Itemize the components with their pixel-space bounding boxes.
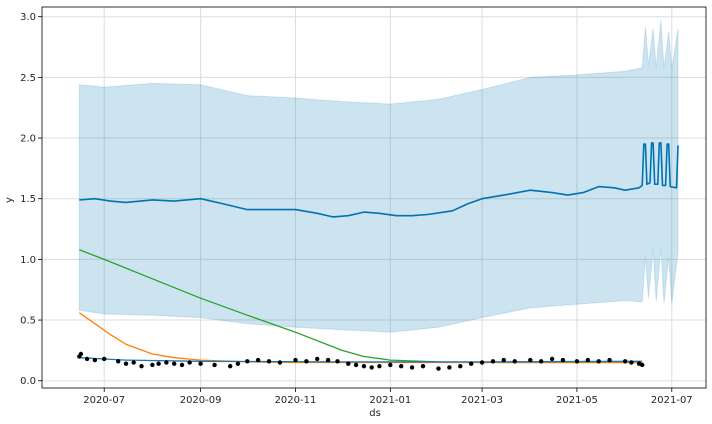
x-axis-label: ds [369, 408, 381, 419]
observed-point [353, 362, 359, 368]
observed-point [84, 356, 90, 362]
observed-point [361, 364, 367, 369]
observed-point [315, 356, 320, 362]
observed-point [528, 357, 533, 363]
grid [42, 7, 706, 388]
observed-point [277, 360, 283, 365]
x-tick-label: 2021-03 [461, 395, 503, 406]
observed-point [512, 359, 517, 364]
observed-point [469, 361, 474, 366]
y-tick-label: 2.5 [20, 73, 36, 84]
y-axis-label: y [4, 197, 15, 203]
observed-point [549, 356, 555, 362]
observed-point [539, 359, 544, 364]
observed-point [388, 362, 393, 368]
observed-point [187, 360, 192, 365]
observed-point [150, 362, 155, 368]
observed-point [629, 360, 634, 365]
observed-point [131, 360, 136, 365]
y-tick-label: 3.0 [20, 12, 36, 23]
observed-point [369, 365, 374, 370]
observed-point [78, 351, 84, 357]
axes-frame [41, 6, 707, 389]
plot-area [77, 20, 679, 371]
uncertainty-interval-band [78, 20, 679, 333]
y-tick-label: 1.0 [20, 255, 36, 266]
x-tick-label: 2020-09 [180, 395, 222, 406]
observed-point [458, 364, 463, 369]
observed-point [156, 361, 161, 366]
y-tick-label: 1.5 [20, 194, 36, 205]
observed-point [479, 360, 485, 365]
plot-background [42, 7, 706, 388]
x-tick-label: 2020-07 [83, 395, 125, 406]
observed-point [92, 357, 98, 363]
observed-point [255, 357, 261, 363]
observed-point [501, 357, 506, 363]
observed-point [420, 364, 426, 369]
x-tick-label: 2020-11 [275, 395, 317, 406]
observed-point [123, 361, 129, 366]
observed-point [409, 365, 415, 370]
observed-point [245, 359, 250, 364]
observed-point [346, 361, 351, 366]
axes: 2020-07 2020-09 2020-11 2021-01 2021-03 2021-… [20, 6, 707, 406]
observed-point [596, 359, 601, 364]
observed-point [179, 362, 185, 368]
observed-point [325, 357, 331, 363]
y-tick-label: 2.0 [20, 134, 36, 145]
observed-point [622, 359, 628, 364]
x-tick-label: 2021-07 [651, 395, 693, 406]
observed-point [560, 357, 566, 363]
observed-point [574, 359, 580, 364]
observed-point [164, 360, 169, 365]
observed-point [335, 359, 340, 364]
observed-point [102, 356, 107, 362]
observed-point [139, 364, 144, 369]
x-tick-label: 2021-01 [369, 395, 411, 406]
y-tick-label: 0.5 [20, 316, 36, 327]
observed-point [377, 364, 382, 369]
observed-point [304, 359, 309, 364]
observed-point [116, 359, 121, 364]
observed-point [607, 357, 612, 363]
observed-point [172, 361, 177, 366]
y-tick-label: 0.0 [20, 376, 36, 387]
observed-point [212, 362, 217, 368]
observed-point [490, 359, 496, 364]
observed-point [228, 364, 233, 369]
observed-point [447, 365, 452, 370]
observed-point [585, 357, 590, 363]
observed-point [198, 361, 203, 366]
observed-point [436, 366, 441, 371]
x-tick-label: 2021-05 [556, 395, 598, 406]
observed-point [293, 357, 298, 363]
observed-point [640, 362, 645, 368]
forecast-line [79, 142, 679, 218]
observed-point [399, 364, 404, 369]
observed-point [235, 361, 241, 366]
observed-point [266, 359, 272, 364]
